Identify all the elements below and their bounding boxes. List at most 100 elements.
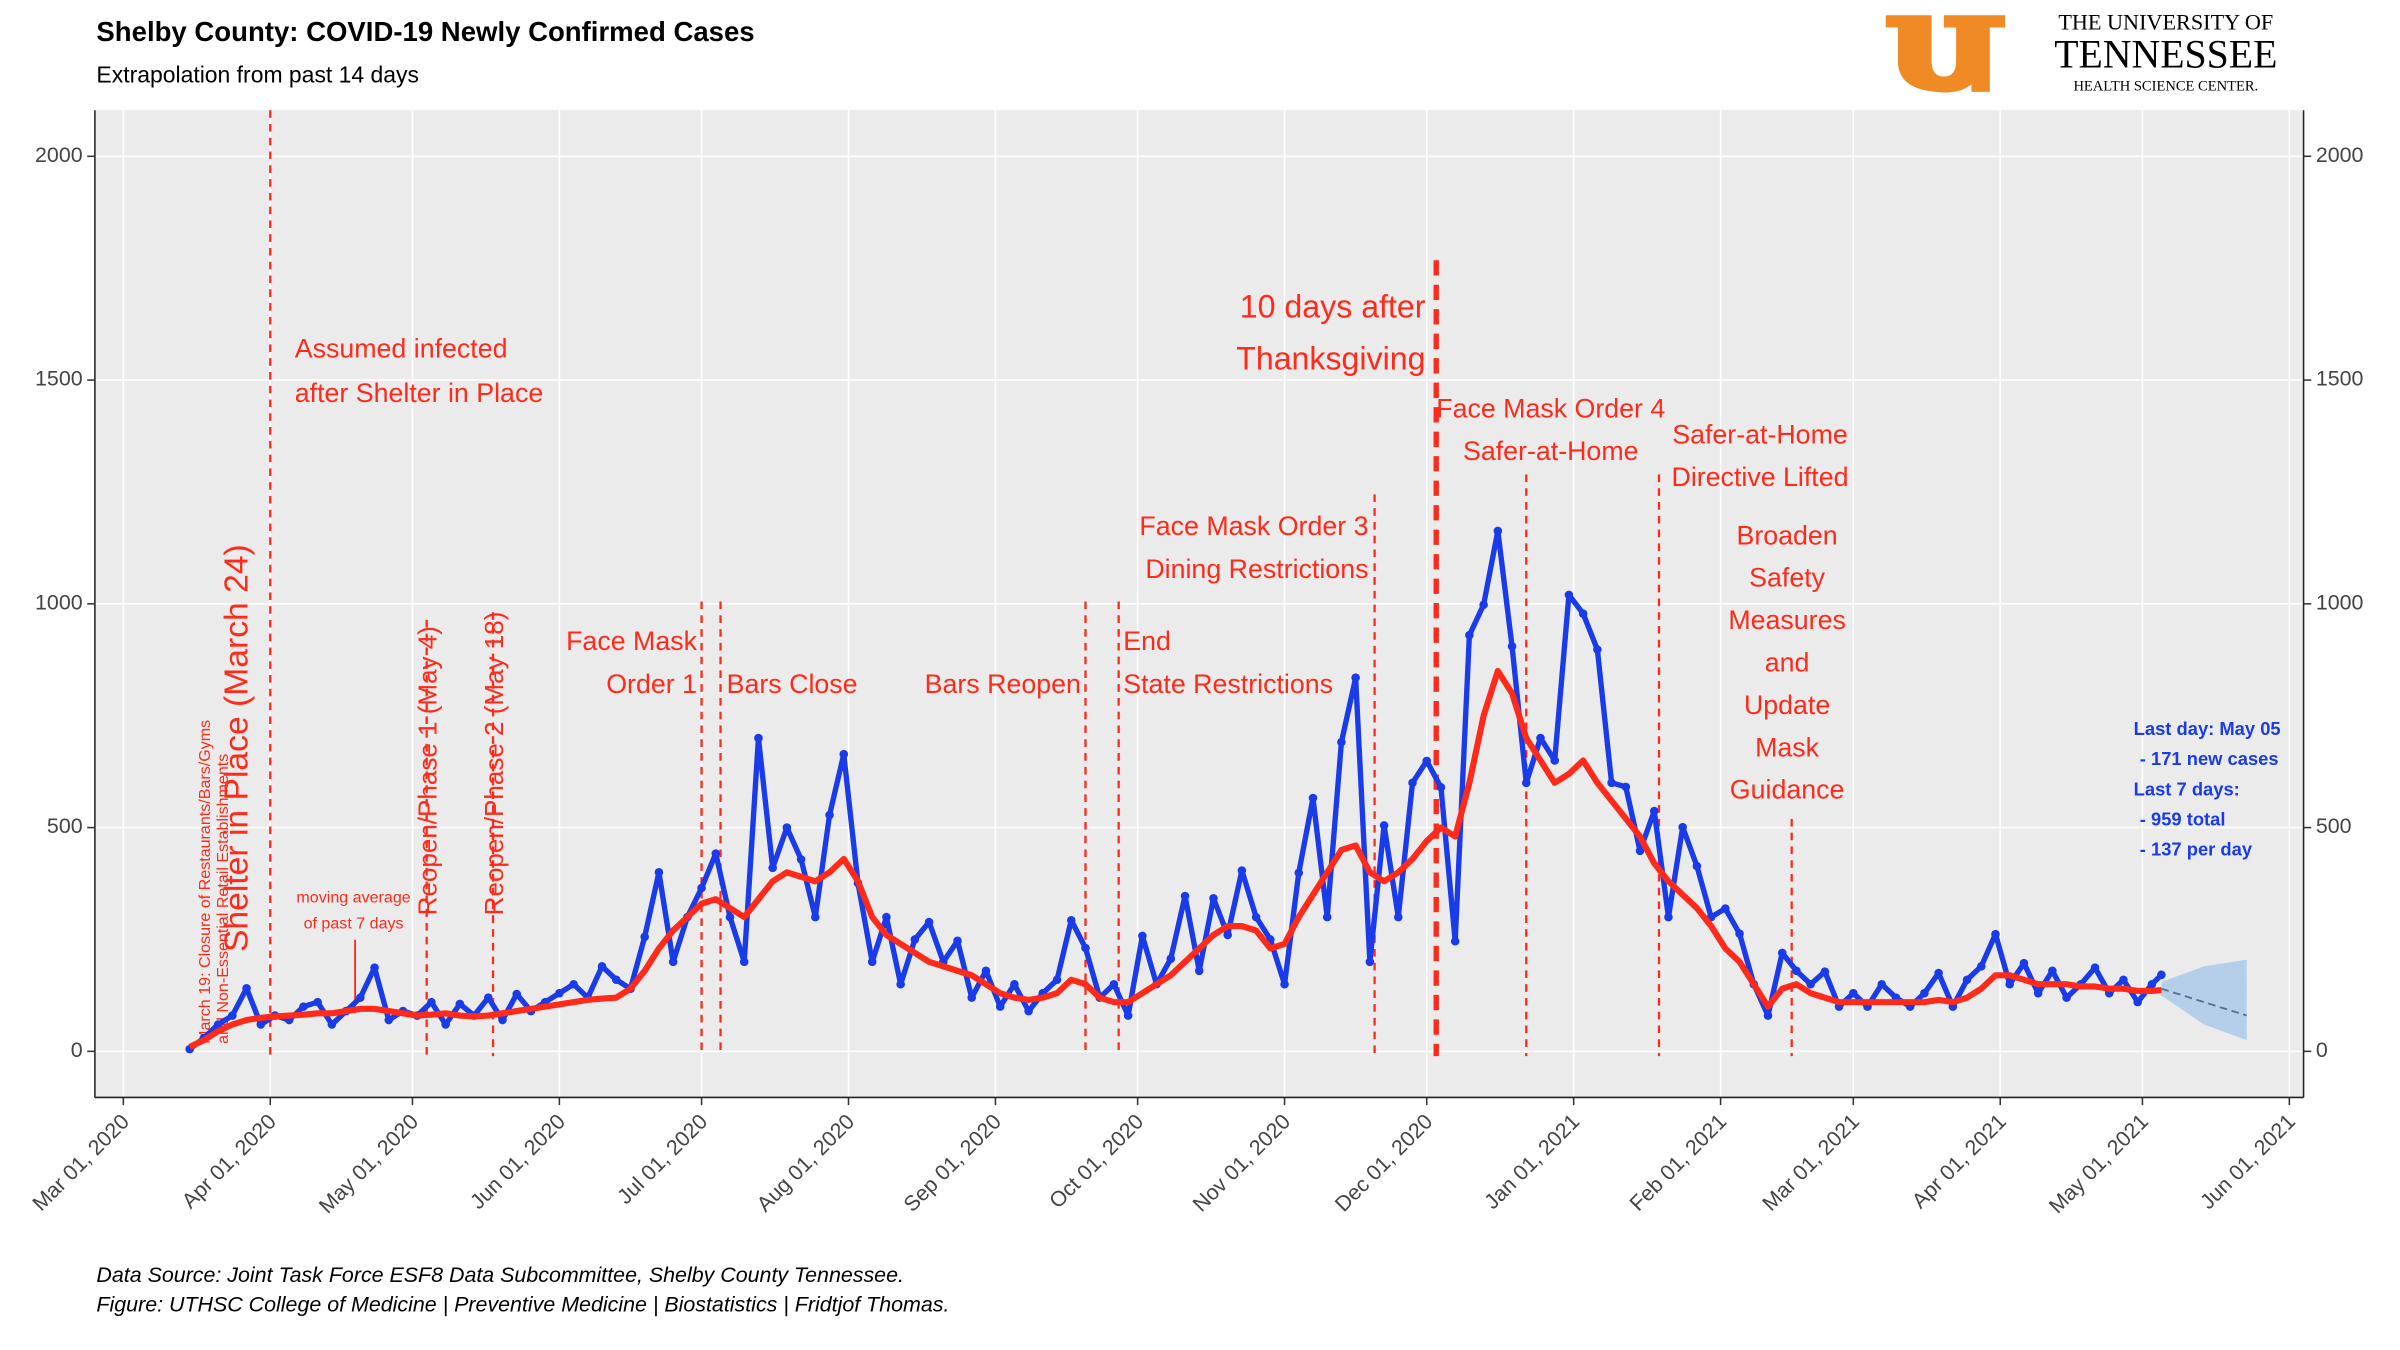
case-point bbox=[995, 1002, 1005, 1011]
case-point bbox=[1081, 943, 1090, 953]
case-point bbox=[1593, 645, 1602, 654]
case-point bbox=[1237, 866, 1247, 875]
x-tick-label: Jun 01, 2021 bbox=[2195, 1109, 2300, 1214]
event-label: Assumed infected bbox=[295, 334, 508, 364]
event-label: Thanksgiving bbox=[1236, 341, 1425, 377]
case-point bbox=[242, 983, 251, 993]
case-point bbox=[1536, 733, 1545, 743]
case-point bbox=[213, 1020, 223, 1029]
chart-title: Shelby County: COVID-19 Newly Confirmed … bbox=[96, 16, 754, 47]
x-tick-label: Feb 01, 2021 bbox=[1625, 1109, 1731, 1215]
forecast-line bbox=[2161, 987, 2247, 1017]
case-point bbox=[1166, 954, 1176, 964]
case-point bbox=[1109, 979, 1119, 989]
y2-tick-label: 2000 bbox=[2316, 143, 2364, 167]
case-point bbox=[1066, 915, 1076, 925]
x-tick-label: Sep 01, 2020 bbox=[899, 1109, 1006, 1216]
logo-text: HEALTH SCIENCE CENTER. bbox=[2073, 79, 2258, 95]
y-tick-label: 500 bbox=[47, 814, 83, 838]
case-point bbox=[867, 957, 877, 967]
event-label: Shelter in Place (March 24) bbox=[218, 544, 255, 952]
side-note: Last 7 days: bbox=[2134, 778, 2240, 799]
case-point bbox=[1877, 979, 1887, 989]
case-point bbox=[2119, 975, 2128, 985]
side-note: - 137 per day bbox=[2140, 839, 2253, 860]
case-point bbox=[910, 935, 920, 944]
case-point bbox=[1664, 912, 1673, 922]
case-point bbox=[1792, 966, 1801, 976]
case-point bbox=[1735, 929, 1744, 938]
ma-note: of past 7 days bbox=[304, 915, 404, 933]
side-note: - 959 total bbox=[2140, 808, 2226, 829]
case-point bbox=[1564, 590, 1574, 600]
event-label: Face Mask Order 3 bbox=[1139, 511, 1368, 541]
case-point bbox=[1820, 967, 1830, 976]
case-point bbox=[2005, 979, 2014, 989]
case-point bbox=[1849, 988, 1858, 998]
case-point bbox=[2019, 958, 2029, 968]
case-point bbox=[811, 912, 820, 922]
event-label: Guidance bbox=[1730, 775, 1845, 805]
case-point bbox=[384, 1015, 394, 1025]
case-point bbox=[1649, 806, 1659, 816]
case-point bbox=[498, 1015, 507, 1025]
event-label: Bars Close bbox=[727, 669, 858, 699]
case-point bbox=[725, 912, 735, 922]
side-note: - 171 new cases bbox=[2140, 748, 2279, 769]
case-point bbox=[569, 979, 578, 989]
y2-tick-label: 0 bbox=[2316, 1038, 2328, 1062]
x-tick-label: Jul 01, 2020 bbox=[613, 1109, 713, 1209]
case-point bbox=[796, 855, 806, 864]
case-point bbox=[1394, 912, 1403, 922]
ma-note: moving average bbox=[296, 889, 410, 907]
event-label: March 19: Closure of Restaurants/Bars/Gy… bbox=[196, 720, 214, 1044]
event-label: Update bbox=[1744, 690, 1830, 720]
y-tick-label: 2000 bbox=[35, 143, 83, 167]
case-point bbox=[1209, 894, 1218, 903]
case-point bbox=[1578, 609, 1588, 618]
x-tick-label: Mar 01, 2021 bbox=[1758, 1109, 1864, 1215]
case-point bbox=[1920, 988, 1929, 998]
x-tick-label: May 01, 2020 bbox=[314, 1109, 423, 1218]
y-tick-label: 1500 bbox=[35, 367, 83, 391]
event-label: Safer-at-Home bbox=[1672, 419, 1848, 449]
case-point bbox=[2147, 979, 2157, 989]
y-tick-label: 0 bbox=[71, 1038, 83, 1062]
case-point bbox=[1692, 861, 1702, 871]
case-point bbox=[1678, 822, 1687, 832]
case-point bbox=[882, 912, 891, 922]
event-label: Safer-at-Home bbox=[1463, 436, 1639, 466]
case-point bbox=[1337, 737, 1346, 747]
case-point bbox=[1450, 936, 1460, 946]
y2-tick-label: 500 bbox=[2316, 814, 2352, 838]
moving-average-line bbox=[188, 667, 2162, 1050]
case-point bbox=[1934, 968, 1943, 978]
case-point bbox=[1308, 793, 1318, 803]
event-label: End bbox=[1123, 626, 1171, 656]
case-point bbox=[370, 963, 379, 972]
event-label: Face Mask bbox=[566, 626, 698, 656]
case-point bbox=[1322, 912, 1332, 922]
case-point bbox=[839, 749, 849, 759]
case-point bbox=[825, 810, 834, 820]
case-point bbox=[356, 993, 365, 1002]
event-label: Bars Reopen bbox=[925, 669, 1081, 699]
case-point bbox=[484, 993, 493, 1002]
case-point bbox=[1180, 891, 1190, 901]
case-point bbox=[1962, 975, 1972, 985]
case-point bbox=[668, 957, 678, 967]
case-point bbox=[1479, 600, 1488, 610]
case-point bbox=[768, 863, 777, 873]
x-tick-label: May 01, 2021 bbox=[2044, 1109, 2153, 1218]
case-point bbox=[597, 962, 607, 971]
event-label: and bbox=[1765, 648, 1810, 678]
case-point bbox=[1365, 957, 1375, 967]
case-point bbox=[1607, 778, 1616, 788]
case-point bbox=[1635, 846, 1645, 856]
event-label: Directive Lifted bbox=[1671, 462, 1848, 492]
x-tick-label: Mar 01, 2020 bbox=[28, 1109, 134, 1215]
case-point bbox=[967, 993, 977, 1002]
case-point bbox=[739, 957, 749, 967]
y-tick-label: 1000 bbox=[35, 590, 83, 614]
case-point bbox=[1991, 929, 2000, 939]
